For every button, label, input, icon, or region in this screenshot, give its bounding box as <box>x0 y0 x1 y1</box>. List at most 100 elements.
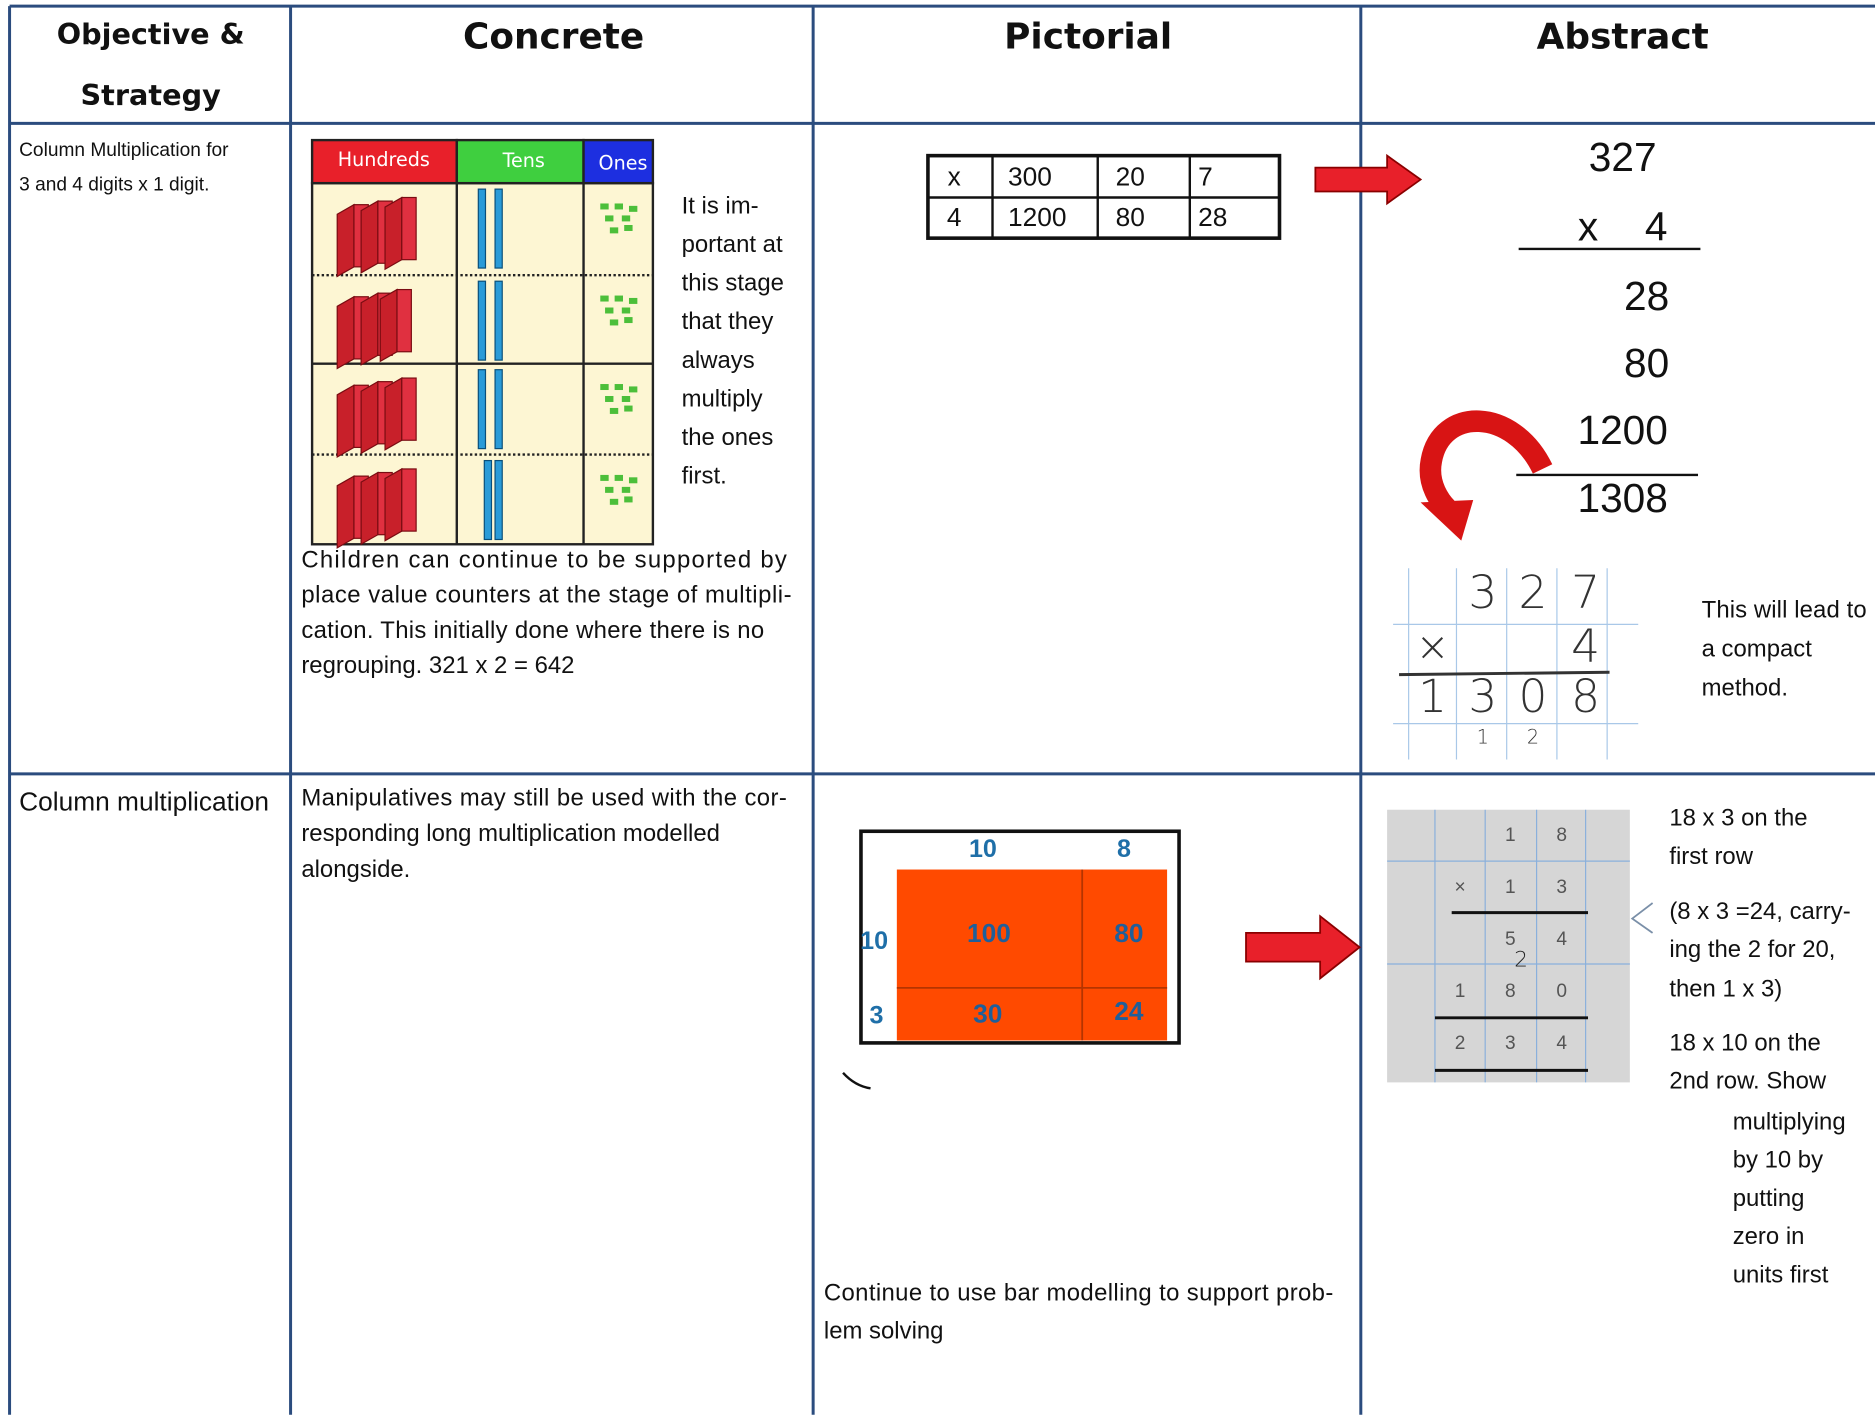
handwritten-digit: 3 <box>1468 670 1497 723</box>
ten-rod <box>494 280 503 361</box>
hundred-block <box>384 196 403 271</box>
handwritten-digit: 8 <box>1571 670 1600 723</box>
hundred-block <box>401 377 417 441</box>
rule <box>1399 670 1610 677</box>
one-cube <box>628 386 638 393</box>
one-cube <box>614 203 624 210</box>
column-digit: 4 <box>1645 204 1668 250</box>
grid-digit: 1 <box>1505 825 1516 846</box>
chart-header-label: Tens <box>502 149 545 172</box>
header-concrete: Concrete <box>463 16 644 57</box>
grid-digit: 1 <box>1455 981 1466 1002</box>
concrete-caption: Children can continue to be supported by <box>301 546 787 573</box>
one-cube <box>609 498 619 505</box>
handwritten-carry: 2 <box>1527 725 1539 748</box>
one-cube <box>621 307 631 314</box>
one-cube <box>605 395 614 402</box>
column-digit: x <box>1578 204 1598 250</box>
abstract-note: 18 x 10 on the <box>1669 1029 1821 1056</box>
one-cube <box>600 203 609 210</box>
chart-header-label: Ones <box>599 152 648 175</box>
one-cube <box>624 496 633 503</box>
objective-text: 3 and 4 digits x 1 digit. <box>19 175 209 196</box>
abstract-note: then 1 x 3) <box>1669 976 1782 1003</box>
column-digit: 327 <box>1589 134 1657 180</box>
header-objective: Objective & <box>57 17 245 51</box>
header-objective: Strategy <box>81 78 222 112</box>
handwritten-digit: 4 <box>1571 620 1600 673</box>
ten-rod <box>477 188 487 269</box>
concrete-note: that they <box>682 308 774 335</box>
grid-cell: 28 <box>1198 202 1227 232</box>
chart-header-label: Hundreds <box>338 148 430 171</box>
handwritten-digit: 1 <box>1418 670 1447 723</box>
chart-header-cell <box>455 138 585 185</box>
one-cube <box>624 224 633 231</box>
concrete-note: always <box>682 347 755 374</box>
area-cell: 24 <box>1114 996 1144 1026</box>
area-label: 3 <box>870 1001 884 1029</box>
ten-rod <box>494 188 503 269</box>
one-cube <box>605 215 614 222</box>
grid-digit: 5 <box>1505 929 1516 950</box>
abstract-note: 2nd row. Show <box>1669 1068 1827 1095</box>
hundred-block <box>379 288 398 363</box>
abstract-note: putting <box>1733 1185 1805 1212</box>
pictorial-caption: Continue to use bar modelling to support… <box>824 1279 1333 1306</box>
ten-rod <box>483 459 493 541</box>
ten-rod <box>477 369 487 450</box>
column-digit: 28 <box>1624 273 1669 319</box>
pictorial-caption: lem solving <box>824 1318 944 1345</box>
abstract-note: This will lead to <box>1702 597 1867 624</box>
area-cell: 30 <box>973 998 1002 1028</box>
curved-arrow <box>1419 410 1553 517</box>
long-multiplication-grid <box>1387 809 1654 1083</box>
fragment <box>1630 902 1654 934</box>
grid-digit: × <box>1454 877 1465 898</box>
hundred-block <box>360 200 379 274</box>
one-cube <box>621 215 631 222</box>
hundred-block <box>401 468 417 532</box>
grid-cell: 20 <box>1116 161 1145 191</box>
area-label: 10 <box>860 927 888 955</box>
abstract-note: ing the 2 for 20, <box>1669 936 1835 963</box>
column-digit: 1308 <box>1577 475 1667 521</box>
area-cell: 100 <box>967 918 1011 948</box>
header-pictorial: Pictorial <box>1004 16 1172 57</box>
column-digit: 1200 <box>1577 407 1667 453</box>
hundred-block <box>401 196 417 261</box>
concrete-note: this stage <box>682 270 784 297</box>
handwritten-digit: × <box>1416 623 1450 671</box>
hundred-block <box>360 471 379 546</box>
grid-cell: 7 <box>1198 161 1213 191</box>
handwritten-digit: 3 <box>1468 566 1497 619</box>
handwritten-grid <box>1393 568 1639 760</box>
concrete-note: first. <box>682 463 727 490</box>
abstract-note: method. <box>1702 674 1788 701</box>
hundred-block <box>336 203 355 278</box>
abstract-note: first row <box>1669 843 1753 870</box>
column-digit: 80 <box>1624 340 1669 386</box>
ten-rod <box>494 459 503 541</box>
hundred-block <box>336 295 355 370</box>
concrete-caption: regrouping. 321 x 2 = 642 <box>301 652 574 679</box>
area-cell: 80 <box>1114 918 1143 948</box>
abstract-note: units first <box>1733 1261 1829 1288</box>
grid-digit: 4 <box>1556 929 1567 950</box>
table-borders <box>8 4 1875 1415</box>
grid-digit: 4 <box>1556 1033 1567 1054</box>
hundred-block <box>396 288 412 353</box>
area-model <box>842 829 1181 1090</box>
grid-cell: 4 <box>947 202 962 232</box>
handwritten-digit: 0 <box>1519 670 1548 723</box>
one-cube <box>614 384 624 391</box>
abstract-note: (8 x 3 =24, carry- <box>1669 898 1850 925</box>
concrete-note: the ones <box>682 424 774 451</box>
concrete-caption: responding long multiplication modelled <box>301 820 720 847</box>
arrow <box>1314 153 1423 206</box>
grid-cell: 300 <box>1008 161 1052 191</box>
hundred-block <box>384 467 403 542</box>
one-cube <box>621 486 631 493</box>
fragment <box>842 1072 871 1090</box>
